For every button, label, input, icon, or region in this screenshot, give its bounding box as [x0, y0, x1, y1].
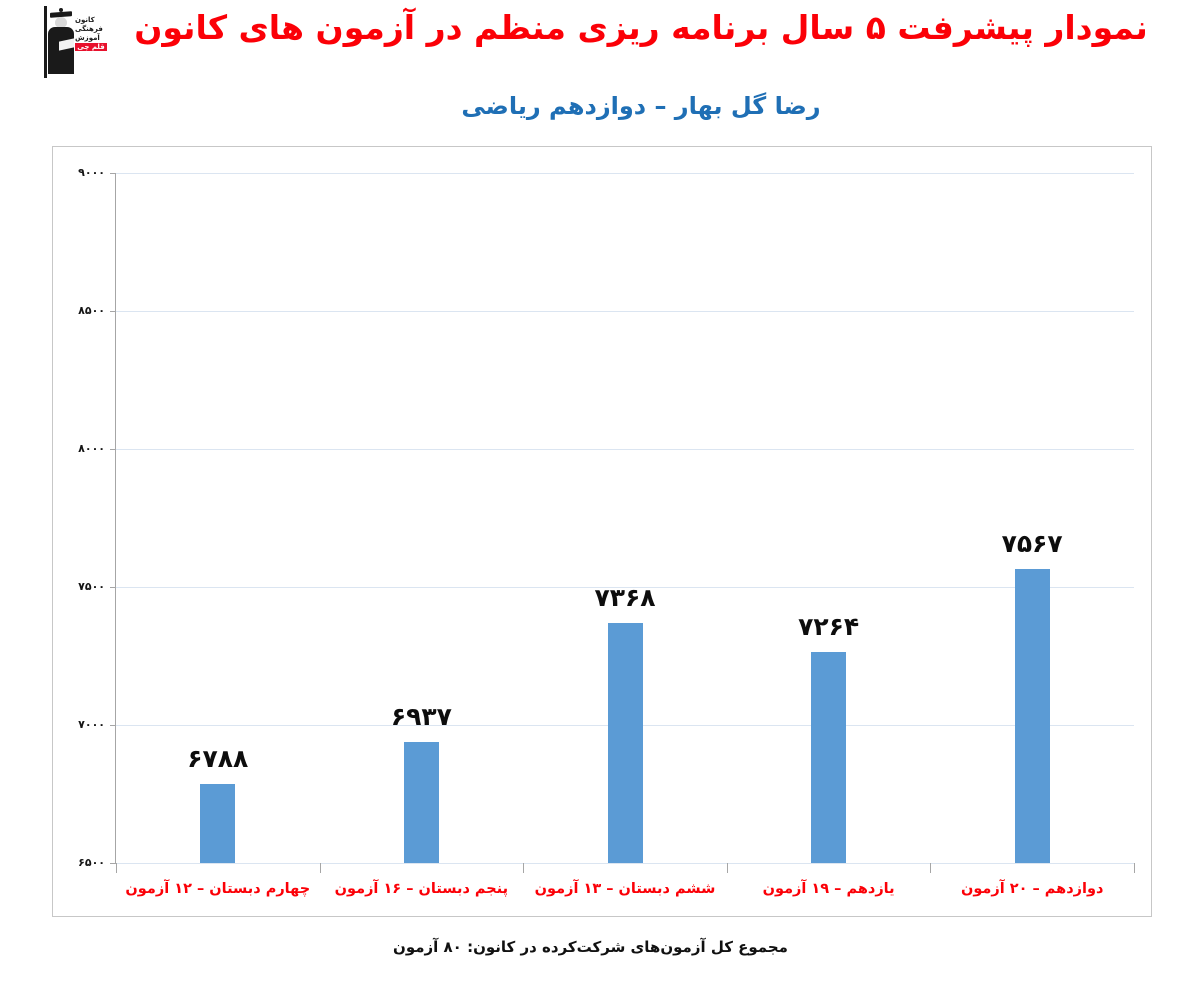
logo-line-2: فرهنگی: [75, 25, 103, 33]
x-axis-category-label: دوازدهم – ۲۰ آزمون: [960, 881, 1104, 897]
y-axis-tick: [110, 725, 116, 726]
logo-text-column: کانون فرهنگی آموزش قلم چی: [75, 16, 107, 51]
category-divider: [523, 863, 524, 873]
figure-body-icon: [48, 27, 74, 74]
plot-area: ۶۷۸۸ ۶۹۳۷ ۷۳۶۸ ۷۲۶۴ ۷۵۶۷: [110, 173, 1135, 873]
gridline: [116, 311, 1134, 312]
category-divider: [116, 863, 117, 873]
y-axis-tick: [110, 587, 116, 588]
category-divider: [1134, 863, 1135, 873]
bar-value-label: ۷۵۶۷: [1001, 528, 1063, 558]
gridline: [116, 449, 1134, 450]
y-axis-tick: [110, 863, 116, 864]
logo-line-1: کانون: [75, 16, 95, 24]
bar-value-label: ۶۷۸۸: [187, 743, 249, 773]
logo-line-4: قلم چی: [75, 43, 107, 51]
category-divider: [930, 863, 931, 873]
y-axis-tick: [110, 173, 116, 174]
y-axis-label: ۷۵۰۰: [78, 580, 105, 593]
logo-line-3: آموزش: [75, 34, 100, 42]
y-axis-line: [115, 173, 116, 864]
chart-header: کانون فرهنگی آموزش قلم چی نمودار پیشرفت …: [0, 0, 1181, 140]
gridline: [116, 863, 1134, 864]
category-divider: [320, 863, 321, 873]
y-axis-label: ۸۰۰۰: [78, 442, 105, 455]
y-axis-label: ۷۰۰۰: [78, 718, 105, 731]
bar-value-label: ۷۳۶۸: [594, 583, 656, 613]
chart-container: ۶۷۸۸ ۶۹۳۷ ۷۳۶۸ ۷۲۶۴ ۷۵۶۷ ۹۰۰۰ ۸۵۰۰ ۸۰۰۰ ۷۵۰۰ ۷۰۰…: [52, 146, 1152, 917]
x-axis-category-label: پنجم دبستان – ۱۶ آزمون: [334, 881, 509, 897]
bar[interactable]: [607, 623, 643, 863]
y-axis-label: ۸۵۰۰: [78, 304, 105, 317]
gridline: [116, 173, 1134, 174]
page-title: نمودار پیشرفت ۵ سال برنامه ریزی منظم در …: [134, 8, 1148, 47]
bar[interactable]: [1014, 568, 1050, 863]
kanoon-logo: کانون فرهنگی آموزش قلم چی: [44, 6, 107, 78]
x-axis-category-label: یازدهم – ۱۹ آزمون: [762, 881, 895, 897]
gridline: [116, 587, 1134, 588]
cap-button-icon: [59, 8, 63, 12]
bar-value-label: ۶۹۳۷: [390, 702, 452, 732]
y-axis-label: ۶۵۰۰: [78, 856, 105, 869]
x-axis-category-label: چهارم دبستان – ۱۲ آزمون: [125, 881, 311, 897]
y-axis-tick: [110, 311, 116, 312]
graduate-figure-icon: [46, 8, 76, 74]
x-axis-category-label: ششم دبستان – ۱۳ آزمون: [534, 881, 716, 897]
bar[interactable]: [403, 742, 439, 863]
figure-head-icon: [55, 17, 67, 28]
y-axis-tick: [110, 449, 116, 450]
bar-value-label: ۷۲۶۴: [798, 612, 860, 642]
bar[interactable]: [200, 783, 236, 863]
y-axis-label: ۹۰۰۰: [78, 166, 105, 179]
category-divider: [727, 863, 728, 873]
bar[interactable]: [811, 652, 847, 863]
total-exams-note: مجموع کل آزمون‌های شرکت‌کرده در کانون: ۸…: [393, 938, 788, 956]
page-subtitle: رضا گل بهار – دوازدهم ریاضی: [461, 92, 821, 120]
